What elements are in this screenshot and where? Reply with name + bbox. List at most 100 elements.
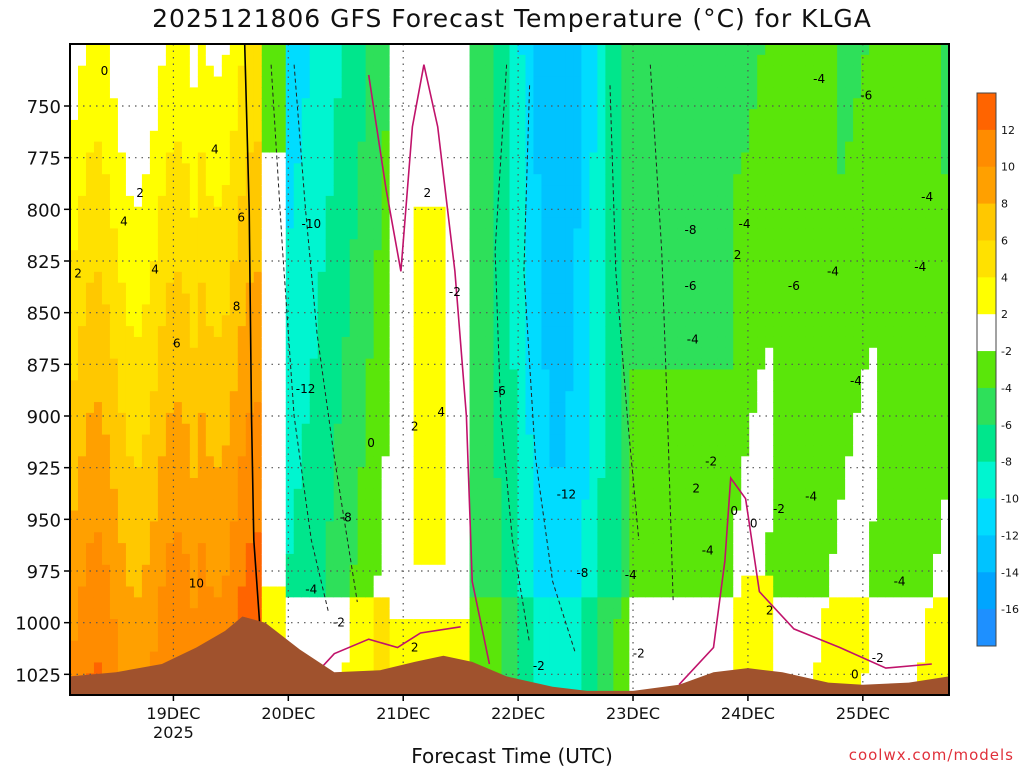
field-cell — [469, 326, 479, 338]
field-cell — [397, 575, 407, 588]
field-cell — [125, 228, 135, 240]
field-cell — [477, 391, 487, 403]
field-cell — [725, 423, 734, 436]
field-cell — [141, 109, 151, 121]
field-cell — [661, 282, 670, 295]
field-cell — [173, 608, 183, 620]
field-cell — [381, 315, 391, 327]
field-cell — [333, 250, 343, 262]
field-cell — [525, 673, 535, 685]
field-cell — [693, 488, 702, 501]
field-cell — [549, 521, 559, 533]
field-cell — [341, 109, 351, 121]
field-cell — [525, 152, 535, 164]
field-cell — [709, 65, 718, 78]
field-cell — [717, 456, 726, 468]
field-cell — [405, 119, 415, 132]
field-cell — [125, 521, 135, 533]
field-cell — [197, 141, 207, 154]
field-cell — [413, 65, 423, 78]
field-cell — [445, 521, 455, 533]
field-cell — [437, 336, 447, 349]
field-cell — [133, 119, 143, 132]
field-cell — [453, 163, 463, 175]
field-cell — [485, 141, 495, 154]
field-cell — [701, 206, 710, 219]
field-cell — [557, 239, 567, 251]
field-cell — [549, 651, 559, 664]
field-cell — [517, 304, 527, 316]
field-cell — [405, 54, 415, 67]
field-cell — [325, 662, 335, 674]
field-cell — [525, 119, 535, 132]
field-cell — [429, 543, 439, 555]
field-cell — [453, 478, 463, 490]
field-cell — [173, 304, 183, 316]
field-cell — [669, 586, 678, 598]
field-cell — [213, 597, 223, 609]
field-cell — [309, 87, 319, 99]
field-cell — [701, 152, 710, 164]
field-cell — [253, 130, 263, 143]
field-cell — [101, 206, 111, 219]
field-cell — [589, 228, 598, 240]
field-cell — [277, 152, 287, 164]
field-cell — [645, 141, 654, 154]
field-cell — [261, 478, 271, 490]
field-cell — [229, 553, 239, 566]
field-cell — [133, 521, 143, 533]
field-cell — [133, 478, 143, 490]
field-cell — [341, 380, 351, 392]
field-cell — [413, 185, 423, 197]
field-cell — [213, 315, 223, 327]
field-cell — [685, 141, 694, 154]
field-cell — [653, 543, 662, 555]
field-cell — [405, 391, 415, 403]
field-cell — [533, 250, 543, 262]
field-cell — [93, 304, 103, 316]
field-cell — [453, 402, 463, 414]
field-cell — [285, 109, 295, 121]
field-cell — [389, 456, 399, 468]
field-cell — [181, 54, 191, 67]
field-cell — [637, 662, 646, 674]
field-cell — [565, 293, 575, 305]
field-cell — [285, 130, 295, 143]
field-cell — [485, 217, 495, 230]
field-cell — [325, 488, 335, 501]
field-cell — [629, 608, 638, 620]
field-cell — [669, 380, 678, 392]
field-cell — [253, 521, 263, 533]
field-cell — [661, 195, 670, 208]
field-cell — [405, 564, 415, 577]
field-cell — [253, 304, 263, 316]
field-cell — [253, 347, 263, 360]
field-cell — [93, 174, 103, 186]
field-cell — [373, 564, 383, 577]
field-cell — [253, 250, 263, 262]
field-cell — [477, 553, 487, 566]
field-cell — [517, 44, 527, 56]
field-cell — [453, 412, 463, 425]
field-cell — [109, 662, 119, 674]
field-cell — [381, 206, 391, 219]
field-cell — [373, 163, 383, 175]
field-cell — [157, 445, 167, 457]
field-cell — [189, 629, 199, 642]
field-cell — [389, 608, 399, 620]
field-cell — [221, 163, 231, 175]
field-cell — [397, 412, 407, 425]
field-cell — [149, 640, 159, 653]
field-cell — [181, 304, 191, 316]
field-cell — [205, 76, 215, 88]
field-cell — [109, 130, 119, 143]
field-cell — [133, 499, 143, 512]
field-cell — [533, 293, 543, 305]
field-cell — [389, 651, 399, 664]
field-cell — [589, 347, 598, 360]
field-cell — [661, 98, 670, 110]
field-cell — [341, 228, 351, 240]
field-cell — [365, 640, 375, 653]
field-cell — [133, 282, 143, 295]
field-cell — [365, 619, 375, 631]
